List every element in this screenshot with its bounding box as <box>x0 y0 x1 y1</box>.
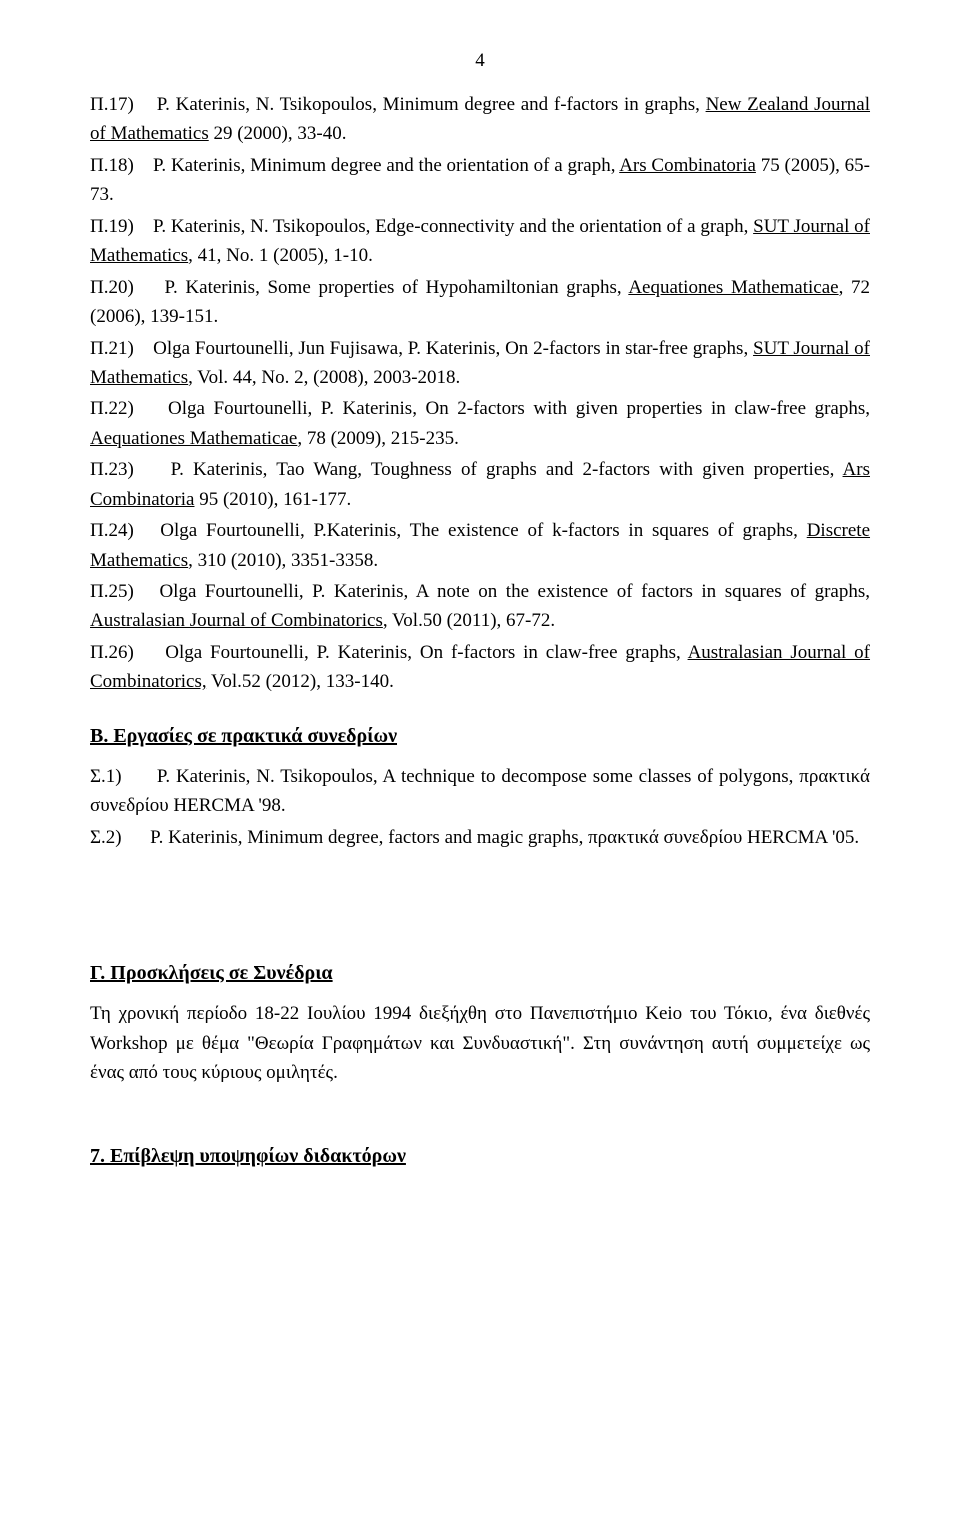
entry-text: P. Katerinis, N. Tsikopoulos, A techniqu… <box>90 766 870 816</box>
entry-tag: Π.20) <box>90 277 134 298</box>
page-number: 4 <box>90 50 870 72</box>
pub-entry: Π.22) Olga Fourtounelli, P. Katerinis, O… <box>90 394 870 453</box>
entry-pre: P. Katerinis, Some properties of Hypoham… <box>165 277 629 298</box>
entry-post: 29 (2000), 33-40. <box>209 123 347 144</box>
entry-tag: Σ.1) <box>90 766 122 787</box>
entry-tag: Π.21) <box>90 338 134 359</box>
section-c-body: Τη χρονική περίοδο 18-22 Ιουλίου 1994 δι… <box>90 999 870 1087</box>
pub-entry: Π.17) P. Katerinis, N. Tsikopoulos, Mini… <box>90 90 870 149</box>
entry-tag: Π.22) <box>90 398 134 419</box>
entry-pre: P. Katerinis, N. Tsikopoulos, Edge-conne… <box>153 216 753 237</box>
entry-pre: Olga Fourtounelli, P.Katerinis, The exis… <box>160 520 806 541</box>
entry-tag: Π.24) <box>90 520 134 541</box>
entry-post: , 41, No. 1 (2005), 1-10. <box>188 245 373 266</box>
entry-text: P. Katerinis, Minimum degree, factors an… <box>150 827 859 848</box>
conf-entry: Σ.2) P. Katerinis, Minimum degree, facto… <box>90 823 870 852</box>
entry-post: , 78 (2009), 215-235. <box>297 428 458 449</box>
entry-journal: Aequationes Mathematicae <box>628 277 838 298</box>
entry-tag: Π.25) <box>90 581 134 602</box>
entry-journal: Australasian Journal of Combinatorics <box>90 610 383 631</box>
entry-pre: P. Katerinis, Tao Wang, Toughness of gra… <box>171 459 843 480</box>
entry-post: , Vol.50 (2011), 67-72. <box>383 610 555 631</box>
section-b-heading: B. Εργασίες σε πρακτικά συνεδρίων <box>90 725 870 748</box>
conf-entry: Σ.1) P. Katerinis, N. Tsikopoulos, A tec… <box>90 762 870 821</box>
pub-entry: Π.23) P. Katerinis, Tao Wang, Toughness … <box>90 455 870 514</box>
entry-tag: Σ.2) <box>90 827 122 848</box>
pub-entry: Π.25) Olga Fourtounelli, P. Katerinis, A… <box>90 577 870 636</box>
entry-pre: Olga Fourtounelli, P. Katerinis, On f-fa… <box>165 642 687 663</box>
entry-post: , Vol. 44, No. 2, (2008), 2003-2018. <box>188 367 460 388</box>
entry-tag: Π.18) <box>90 155 134 176</box>
pub-entry: Π.19) P. Katerinis, N. Tsikopoulos, Edge… <box>90 212 870 271</box>
entry-tag: Π.19) <box>90 216 134 237</box>
document-page: 4 Π.17) P. Katerinis, N. Tsikopoulos, Mi… <box>0 0 960 1535</box>
entry-tag: Π.26) <box>90 642 134 663</box>
entry-pre: Olga Fourtounelli, Jun Fujisawa, P. Kate… <box>153 338 753 359</box>
entry-pre: Olga Fourtounelli, P. Katerinis, A note … <box>159 581 870 602</box>
section-7-heading: 7. Επίβλεψη υποψηφίων διδακτόρων <box>90 1145 870 1168</box>
entry-pre: P. Katerinis, N. Tsikopoulos, Minimum de… <box>157 94 706 115</box>
section-c-heading: Γ. Προσκλήσεις σε Συνέδρια <box>90 962 870 985</box>
spacer <box>90 1089 870 1117</box>
entry-pre: Olga Fourtounelli, P. Katerinis, On 2-fa… <box>168 398 870 419</box>
entry-post: , 310 (2010), 3351-3358. <box>188 550 378 571</box>
entry-journal: Aequationes Mathematicae <box>90 428 297 449</box>
pub-entry: Π.18) P. Katerinis, Minimum degree and t… <box>90 151 870 210</box>
pub-entry: Π.24) Olga Fourtounelli, P.Katerinis, Th… <box>90 516 870 575</box>
pub-entry: Π.20) P. Katerinis, Some properties of H… <box>90 273 870 332</box>
entry-tag: Π.23) <box>90 459 134 480</box>
pub-entry: Π.21) Olga Fourtounelli, Jun Fujisawa, P… <box>90 334 870 393</box>
spacer <box>90 854 870 934</box>
entry-tag: Π.17) <box>90 94 134 115</box>
entry-post: Vol.52 (2012), 133-140. <box>207 671 394 692</box>
entry-post: 95 (2010), 161-177. <box>194 489 351 510</box>
pub-entry: Π.26) Olga Fourtounelli, P. Katerinis, O… <box>90 638 870 697</box>
entry-journal: Ars Combinatoria <box>619 155 756 176</box>
entry-pre: P. Katerinis, Minimum degree and the ori… <box>153 155 619 176</box>
